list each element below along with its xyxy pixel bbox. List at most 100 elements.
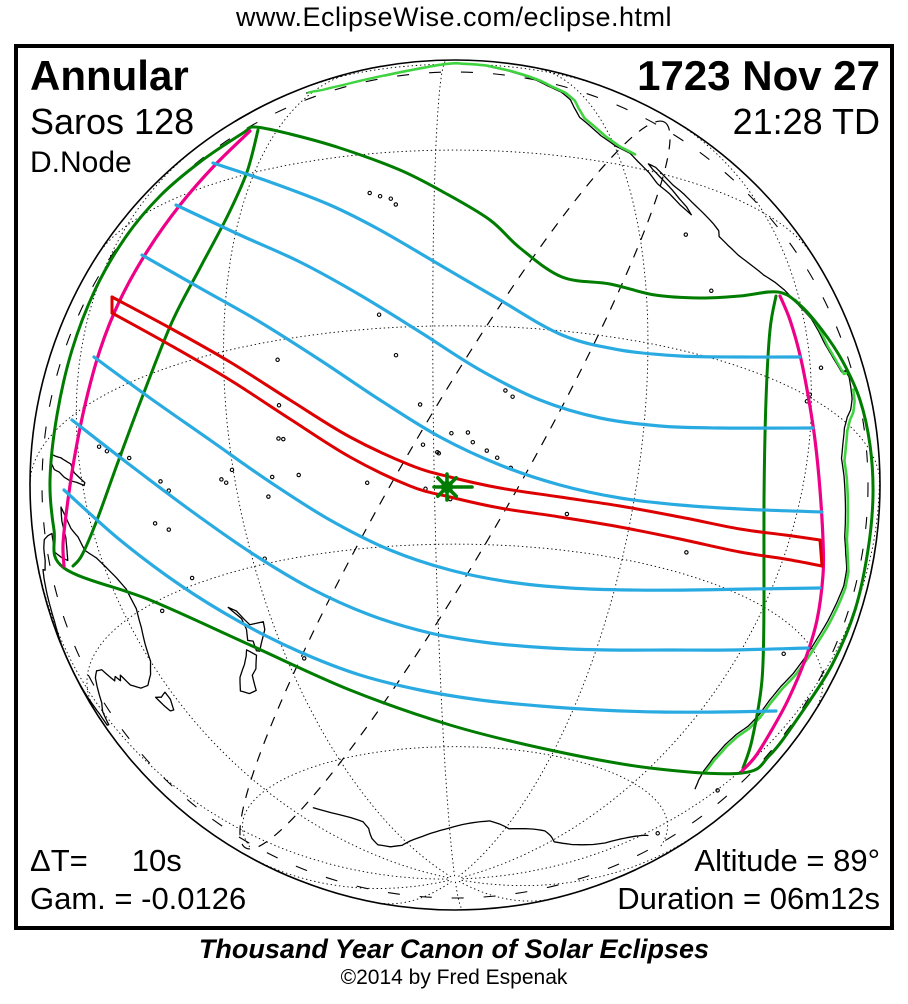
greatest-eclipse-marker <box>432 472 474 502</box>
island-speck <box>393 352 399 358</box>
sunrise-contact-line-west <box>71 128 260 568</box>
graticule-parallel <box>29 325 881 486</box>
source-url: www.EclipseWise.com/eclipse.html <box>235 2 673 32</box>
island-speck <box>465 430 471 435</box>
eclipse-time: 21:28 TD <box>732 101 880 142</box>
island-speck <box>219 477 224 482</box>
saros-number: Saros 128 <box>30 101 195 142</box>
ecliptic-dashed-line <box>239 120 671 850</box>
island-speck <box>484 448 490 453</box>
island-speck <box>364 480 370 486</box>
copyright-line: ©2014 by Fred Espenak <box>340 966 568 989</box>
island-speck <box>166 488 172 493</box>
eclipse-type: Annular <box>30 52 189 99</box>
path-end-cap-east <box>818 538 824 568</box>
island-speck <box>684 550 689 555</box>
coastline <box>312 807 649 848</box>
eclipse-magnitude-outline <box>70 418 810 652</box>
island-speck <box>781 651 786 657</box>
island-speck <box>470 439 476 445</box>
eclipse-map-frame: Annular Saros 128 D.Node 1723 Nov 27 21:… <box>14 44 894 930</box>
coastline <box>647 163 850 378</box>
island-speck <box>126 455 132 461</box>
island-speck <box>420 442 426 447</box>
eclipse-magnitude-outline <box>92 355 822 592</box>
coastline <box>694 376 853 790</box>
island-speck <box>367 190 372 196</box>
delta-t-label: ΔT= <box>30 843 88 878</box>
gamma-value: Gam. = -0.0126 <box>30 881 247 916</box>
coastline <box>239 649 258 695</box>
island-speck <box>818 365 824 371</box>
altitude-value: Altitude = 89° <box>694 843 880 878</box>
eclipse-type-block: Annular Saros 128 D.Node <box>30 52 194 182</box>
coastline <box>42 506 152 726</box>
duration-value: Duration = 06m12s <box>617 881 880 916</box>
island-speck <box>655 831 660 836</box>
island-speck <box>166 527 172 532</box>
graticule-parallel <box>296 63 614 91</box>
eclipse-map-globe <box>29 59 881 911</box>
island-speck <box>377 193 383 199</box>
island-speck <box>223 480 229 485</box>
annular-path-south-limit <box>110 311 824 568</box>
island-speck <box>494 455 500 460</box>
sunset-contact-line-east <box>741 294 778 770</box>
delta-t-value: 10s <box>131 843 182 878</box>
eclipse-params-left: ΔT= 10s Gam. = -0.0126 <box>30 842 246 918</box>
island-speck <box>158 479 163 484</box>
island-speck <box>417 402 423 407</box>
island-speck <box>564 511 570 517</box>
island-speck <box>275 357 280 363</box>
graticule-parallel <box>86 543 824 716</box>
island-speck <box>104 448 110 454</box>
island-speck <box>393 202 399 207</box>
graticule-meridian <box>32 534 448 880</box>
coastline <box>50 453 86 487</box>
graticule-meridian <box>75 139 449 879</box>
island-speck <box>449 430 454 436</box>
island-speck <box>296 472 301 478</box>
island-speck <box>276 403 282 408</box>
graticule-meridian <box>432 59 456 877</box>
island-speck <box>510 394 515 399</box>
eclipse-magnitude-outline <box>62 488 778 714</box>
eclipse-date: 1723 Nov 27 <box>637 52 880 99</box>
highlighted-coast-south-america <box>703 388 856 774</box>
island-speck <box>96 444 102 449</box>
annular-path-north-limit <box>110 295 822 542</box>
canon-title: Thousand Year Canon of Solar Eclipses <box>198 934 710 964</box>
island-speck <box>503 388 508 393</box>
island-speck <box>715 788 720 793</box>
island-speck <box>159 608 165 614</box>
graticule-meridian <box>461 822 714 887</box>
island-speck <box>276 436 281 441</box>
island-speck <box>152 521 158 526</box>
eclipse-params-right: Altitude = 89° Duration = 06m12s <box>617 842 880 918</box>
graticule-meridian <box>240 851 449 889</box>
highlighted-coast-north-america <box>383 61 637 156</box>
penumbral-limit-loop <box>48 125 875 776</box>
island-speck <box>189 575 195 581</box>
island-speck <box>436 451 442 456</box>
graticule-meridian <box>454 881 464 911</box>
coastline <box>235 94 286 122</box>
island-speck <box>388 196 394 201</box>
island-speck <box>281 436 286 442</box>
eclipse-magnitude-outline <box>140 253 824 514</box>
coastline <box>227 606 266 652</box>
max-eclipse-at-sunrise-line <box>61 129 252 568</box>
island-speck <box>301 656 307 661</box>
eclipse-date-block: 1723 Nov 27 21:28 TD <box>637 52 880 144</box>
island-speck <box>709 288 714 294</box>
eclipse-magnitude-outline <box>174 203 815 430</box>
island-speck <box>229 467 235 473</box>
eclipse-magnitude-outline <box>211 161 802 359</box>
graticule-meridian <box>462 415 880 880</box>
highlighted-coast-aleutians <box>307 74 384 94</box>
node-label: D.Node <box>30 146 132 179</box>
terminator-dashed-circle <box>41 71 869 899</box>
island-speck <box>266 494 271 499</box>
island-speck <box>376 312 382 317</box>
